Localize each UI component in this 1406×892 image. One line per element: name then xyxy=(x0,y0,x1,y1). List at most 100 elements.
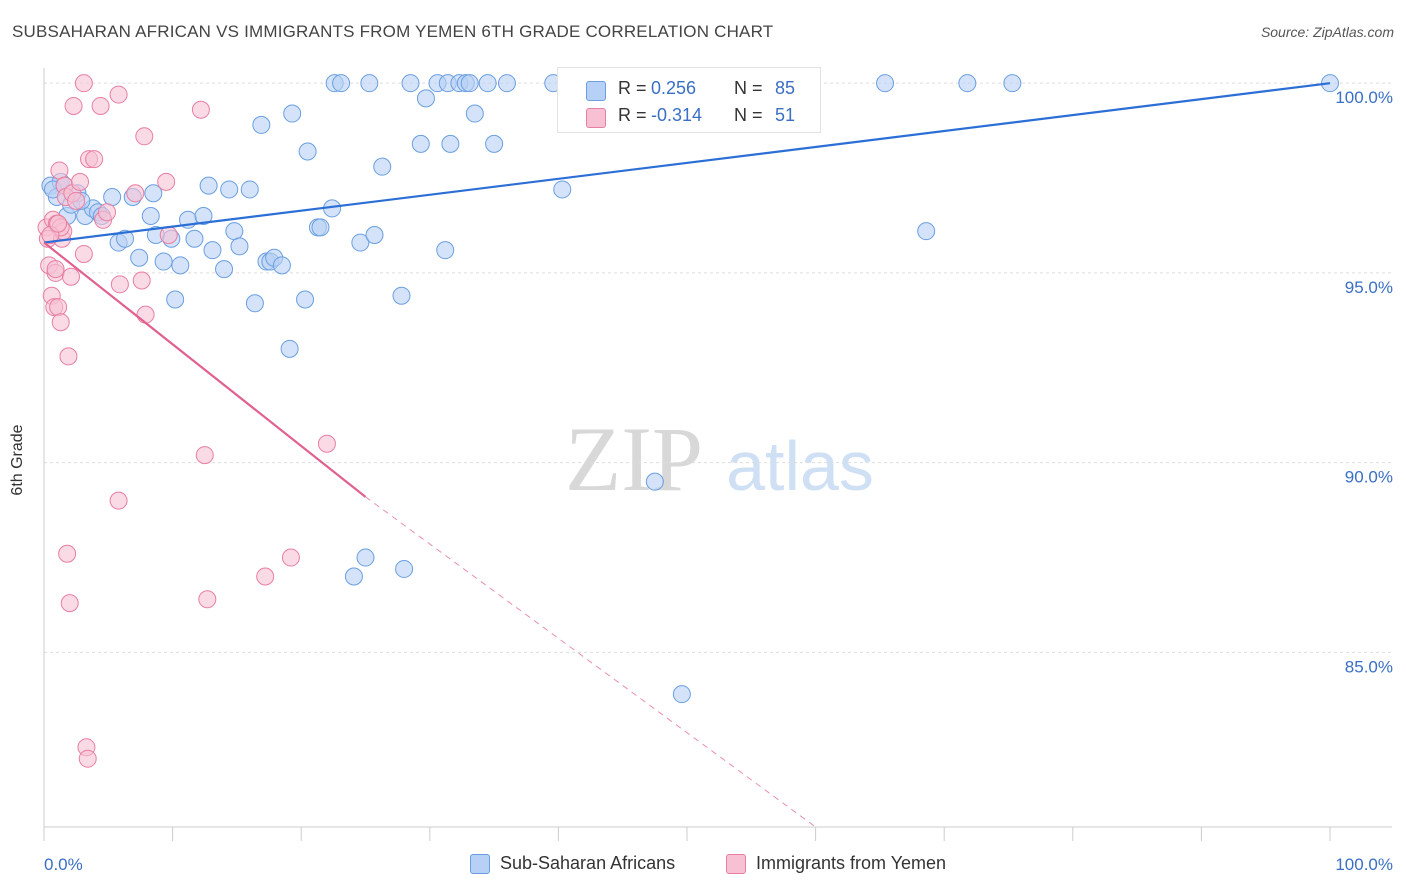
blue-data-point xyxy=(441,134,460,153)
pink-data-point xyxy=(62,267,81,286)
blue-data-point xyxy=(332,74,351,93)
blue-data-point xyxy=(171,256,190,275)
blue-data-point xyxy=(280,339,299,358)
blue-data-point xyxy=(917,222,936,241)
blue-data-point xyxy=(245,294,264,313)
blue-data-point xyxy=(199,176,218,195)
legend-label-pink: Immigrants from Yemen xyxy=(756,853,947,873)
y-tick-label: 100.0% xyxy=(1335,88,1393,107)
pink-data-point xyxy=(109,491,128,510)
blue-data-point xyxy=(356,548,375,567)
chart-title: SUBSAHARAN AFRICAN VS IMMIGRANTS FROM YE… xyxy=(12,22,774,41)
pink-data-point xyxy=(46,260,65,279)
legend-swatch-blue xyxy=(470,853,490,874)
pink-swatch xyxy=(586,108,606,128)
blue-data-point xyxy=(311,218,330,237)
pink-data-point xyxy=(91,96,110,115)
blue-data-point xyxy=(252,115,271,134)
blue-data-point xyxy=(373,157,392,176)
pink-data-point xyxy=(49,214,68,233)
pink-data-point xyxy=(64,96,83,115)
r-label: R = xyxy=(618,78,647,98)
blue-data-point xyxy=(478,74,497,93)
blue-data-point xyxy=(154,252,173,271)
blue-data-point xyxy=(185,229,204,248)
n-label: N = xyxy=(734,78,763,98)
stats-row-pink: R = -0.314 N = 51 xyxy=(558,101,820,129)
legend-item-pink[interactable]: Immigrants from Yemen xyxy=(726,853,946,874)
blue-data-point xyxy=(116,229,135,248)
blue-data-point xyxy=(230,237,249,256)
pink-data-point xyxy=(74,244,93,263)
blue-data-point xyxy=(240,180,259,199)
blue-data-point xyxy=(497,74,516,93)
blue-data-point xyxy=(411,134,430,153)
blue-swatch xyxy=(586,81,606,101)
pink-data-point xyxy=(109,85,128,104)
blue-data-point xyxy=(351,233,370,252)
pink-data-point xyxy=(60,594,79,613)
legend-label-blue: Sub-Saharan Africans xyxy=(500,853,676,873)
pink-data-point xyxy=(50,161,69,180)
blue-data-point xyxy=(553,180,572,199)
pink-data-point xyxy=(281,548,300,567)
blue-data-point xyxy=(166,290,185,309)
watermark-atlas: atlas xyxy=(726,427,874,505)
blue-data-point xyxy=(1003,74,1022,93)
pink-data-point xyxy=(159,225,178,244)
blue-data-point xyxy=(296,290,315,309)
pink-data-point xyxy=(71,172,90,191)
blue-data-point xyxy=(215,260,234,279)
pink-data-point xyxy=(136,305,155,324)
blue-data-point xyxy=(194,207,213,226)
pink-data-point xyxy=(67,191,86,210)
x-tick-label: 0.0% xyxy=(44,855,83,874)
blue-r-value: 0.256 xyxy=(651,78,697,98)
source-label: Source: ZipAtlas.com xyxy=(1260,24,1394,40)
blue-data-point xyxy=(365,225,384,244)
blue-data-point xyxy=(225,222,244,241)
pink-data-point xyxy=(85,150,104,169)
blue-data-point xyxy=(344,567,363,586)
blue-data-point xyxy=(130,248,149,267)
pink-data-point xyxy=(98,203,117,222)
pink-r-value: -0.314 xyxy=(651,105,703,125)
y-tick-label: 85.0% xyxy=(1345,657,1393,676)
n-label: N = xyxy=(734,105,763,125)
blue-data-point xyxy=(465,104,484,123)
stats-row-blue: R = 0.256 N = 85 xyxy=(558,74,820,102)
blue-data-point xyxy=(103,188,122,207)
blue-data-point xyxy=(395,559,414,578)
blue-data-point xyxy=(958,74,977,93)
pink-data-point xyxy=(191,100,210,119)
y-tick-label: 95.0% xyxy=(1345,278,1393,297)
blue-data-point xyxy=(645,472,664,491)
pink-data-point xyxy=(256,567,275,586)
legend-item-blue[interactable]: Sub-Saharan Africans xyxy=(470,853,675,874)
pink-trend-line xyxy=(43,241,367,498)
blue-data-point xyxy=(392,286,411,305)
blue-data-point xyxy=(272,256,291,275)
pink-n-value: 51 xyxy=(775,105,796,125)
blue-n-value: 85 xyxy=(775,78,796,98)
pink-data-point xyxy=(135,127,154,146)
blue-data-point xyxy=(283,104,302,123)
pink-data-point xyxy=(195,446,214,465)
pink-data-point xyxy=(78,749,97,768)
pink-trend-extension xyxy=(365,496,816,828)
legend-swatch-pink xyxy=(726,853,746,874)
blue-data-point xyxy=(485,134,504,153)
pink-data-point xyxy=(132,271,151,290)
blue-data-point xyxy=(360,74,379,93)
pink-data-point xyxy=(110,275,129,294)
blue-data-point xyxy=(876,74,895,93)
blue-data-point xyxy=(298,142,317,161)
blue-trend-line xyxy=(43,82,1331,244)
watermark-zip: ZIP xyxy=(565,408,703,510)
y-tick-label: 90.0% xyxy=(1345,468,1393,487)
blue-data-point xyxy=(460,74,479,93)
blue-data-point xyxy=(203,241,222,260)
blue-data-point xyxy=(144,184,163,203)
pink-data-point xyxy=(198,590,217,609)
